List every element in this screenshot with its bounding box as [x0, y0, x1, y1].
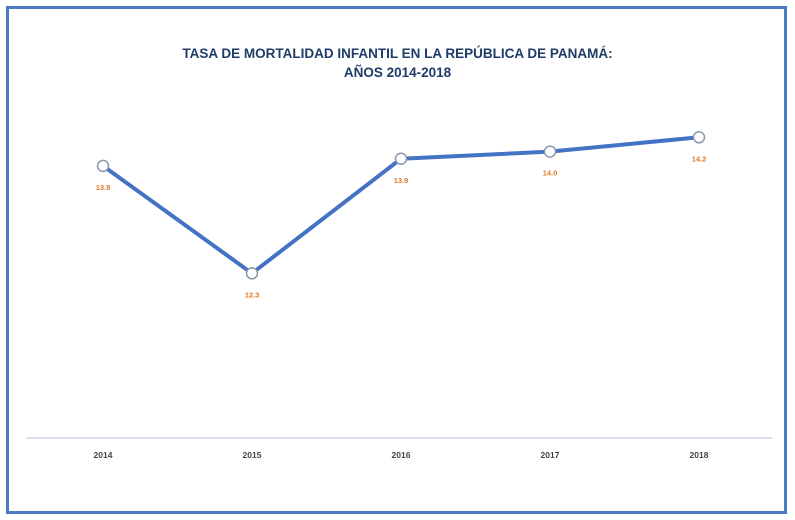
- data-point: [692, 131, 706, 144]
- x-tick-label: 2018: [690, 450, 709, 460]
- x-tick-label: 2015: [243, 450, 262, 460]
- data-label: 14.0: [543, 169, 558, 178]
- data-point: [96, 159, 110, 173]
- chart-frame: [6, 6, 787, 514]
- x-tick-label: 2016: [392, 450, 411, 460]
- chart-title-line-2: AÑOS 2014-2018: [343, 65, 452, 80]
- data-point: [245, 267, 259, 280]
- data-point: [543, 145, 557, 158]
- data-label: 13.9: [394, 176, 409, 185]
- x-tick-label: 2014: [94, 450, 113, 460]
- data-label: 12.3: [245, 290, 260, 299]
- chart-title-line-1: TASA DE MORTALIDAD INFANTIL EN LA REPÚBL…: [182, 46, 613, 61]
- chart-title: TASA DE MORTALIDAD INFANTIL EN LA REPÚBL…: [0, 44, 795, 82]
- x-tick-label: 2017: [541, 450, 560, 460]
- data-label: 14.2: [692, 154, 707, 163]
- data-point: [394, 152, 408, 166]
- data-label: 13.8: [96, 183, 111, 192]
